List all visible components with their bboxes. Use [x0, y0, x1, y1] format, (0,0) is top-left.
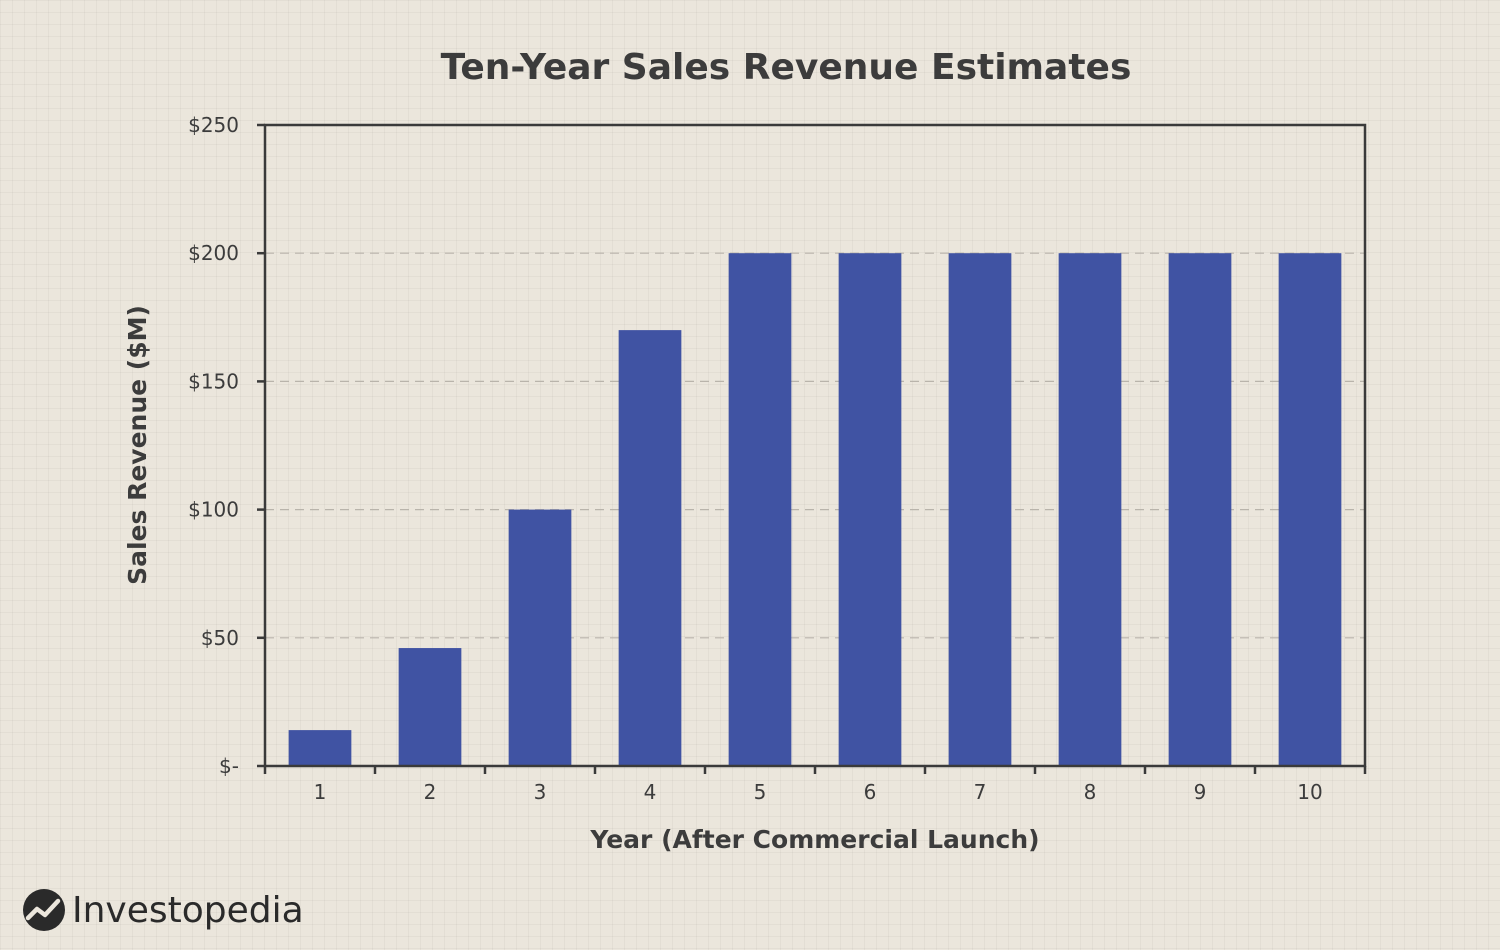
brand-name: Investopedia: [72, 889, 304, 931]
bar-year-6: [838, 253, 902, 766]
bar-year-7: [948, 253, 1012, 766]
bar-year-8: [1058, 253, 1122, 766]
x-tick-label: 9: [1194, 780, 1207, 804]
y-tick-label: $200: [188, 241, 239, 265]
y-axis-ticks: $- $50 $100 $150 $200 $250: [188, 113, 265, 778]
bar-year-5: [728, 253, 792, 766]
bar-year-2: [398, 648, 462, 766]
x-axis-title: Year (After Commercial Launch): [589, 825, 1039, 854]
bars: [288, 253, 1342, 766]
x-tick-label: 6: [864, 780, 877, 804]
y-tick-label: $-: [219, 754, 239, 778]
x-tick-label: 8: [1084, 780, 1097, 804]
investopedia-logo-icon: [23, 889, 65, 931]
x-tick-label: 2: [424, 780, 437, 804]
bar-year-3: [508, 509, 572, 766]
bar-year-9: [1168, 253, 1232, 766]
bar-year-4: [618, 330, 682, 766]
chart-title: Ten-Year Sales Revenue Estimates: [441, 47, 1132, 88]
y-tick-label: $100: [188, 498, 239, 522]
y-tick-label: $150: [188, 369, 239, 393]
x-tick-label: 10: [1297, 780, 1322, 804]
x-tick-label: 5: [754, 780, 767, 804]
x-tick-label: 7: [974, 780, 987, 804]
y-tick-label: $50: [201, 626, 239, 650]
y-tick-label: $250: [188, 113, 239, 137]
y-axis-title: Sales Revenue ($M): [123, 305, 152, 585]
x-axis-ticks: 1 2 3 4 5 6 7 8 9 10: [263, 766, 1367, 804]
x-tick-label: 3: [534, 780, 547, 804]
x-tick-label: 4: [644, 780, 657, 804]
x-tick-label: 1: [314, 780, 327, 804]
bar-year-1: [288, 730, 352, 766]
investopedia-logo: Investopedia: [22, 884, 304, 936]
bar-year-10: [1278, 253, 1342, 766]
